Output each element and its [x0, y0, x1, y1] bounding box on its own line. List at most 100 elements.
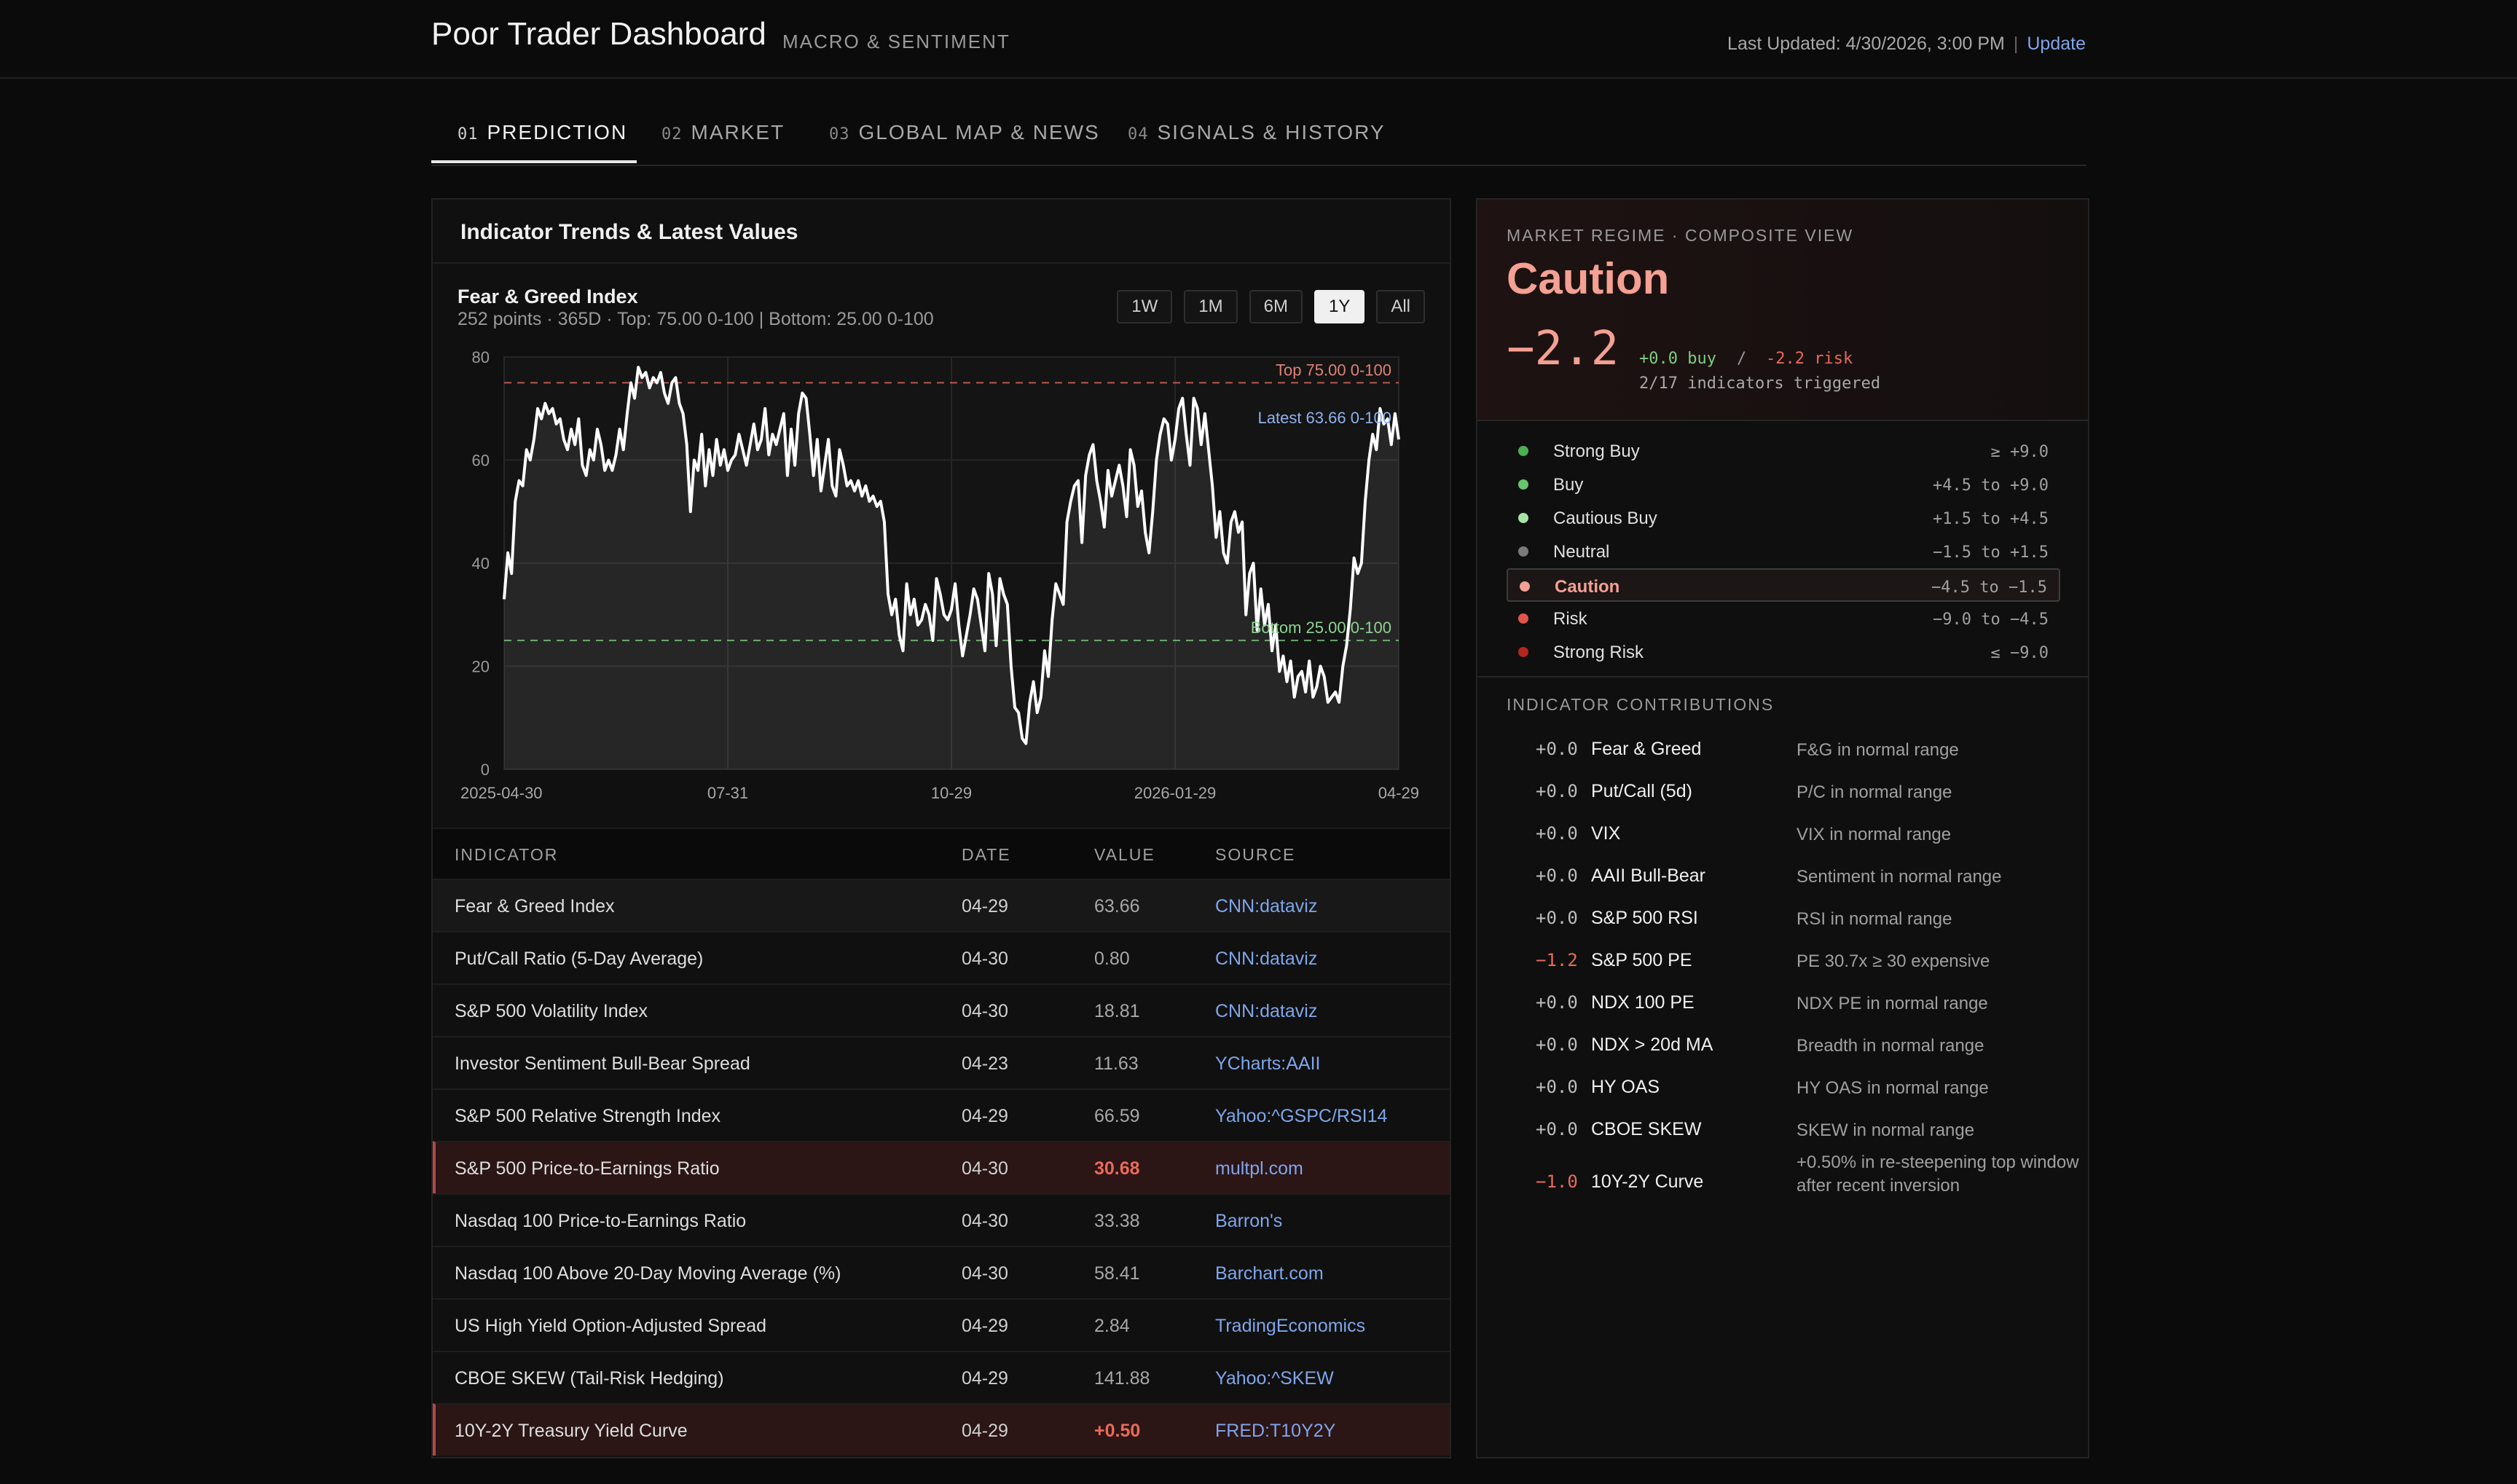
range-1y-button[interactable]: 1Y: [1314, 290, 1365, 323]
tab-prediction[interactable]: 01 PREDICTION: [458, 121, 627, 163]
contributions-list: +0.0 Fear & Greed F&G in normal range +0.0 P…: [1507, 729, 2079, 1206]
indicator-name: CBOE SKEW (Tail-Risk Hedging): [455, 1368, 724, 1389]
col-source: SOURCE: [1215, 845, 1296, 864]
contribution-score: +0.0: [1536, 1077, 1578, 1097]
regime-scale-name: Neutral: [1553, 542, 1610, 562]
indicator-name: Nasdaq 100 Price-to-Earnings Ratio: [455, 1211, 747, 1231]
contribution-desc: VIX in normal range: [1797, 825, 1952, 844]
col-indicator: INDICATOR: [455, 845, 559, 864]
tab-number: 04: [1128, 125, 1149, 144]
regime-scale-row: Neutral −1.5 to +1.5: [1507, 535, 2060, 568]
fear-greed-chart: 0 20 40 60 80 2025-04-30 07-31 10-29 2026-01-29 0…: [460, 348, 1419, 802]
indicator-source-link[interactable]: Barchart.com: [1215, 1263, 1324, 1284]
regime-scale-range: ≤ −9.0: [1990, 644, 2049, 662]
tab-global-map-news[interactable]: 03 GLOBAL MAP & NEWS: [829, 121, 1100, 163]
app-title: Poor Trader Dashboard: [431, 16, 766, 52]
regime-summary: MARKET REGIME · COMPOSITE VIEW Caution −…: [1477, 200, 2088, 421]
contribution-row: +0.0 HY OAS HY OAS in normal range: [1507, 1067, 2075, 1109]
indicator-name: Fear & Greed Index: [455, 896, 615, 916]
indicator-value: 63.66: [1094, 896, 1140, 916]
regime-scale-name: Caution: [1555, 577, 1620, 597]
table-row: S&P 500 Relative Strength Index 04-29 66.5…: [433, 1088, 1450, 1141]
indicator-value: 33.38: [1094, 1211, 1140, 1231]
indicator-name: US High Yield Option-Adjusted Spread: [455, 1316, 767, 1336]
bottom-threshold-label: Bottom 25.00 0-100: [1251, 619, 1391, 637]
indicator-source-link[interactable]: FRED:T10Y2Y: [1215, 1421, 1336, 1441]
indicator-date: 04-29: [962, 1316, 1008, 1336]
indicator-date: 04-29: [962, 1106, 1008, 1126]
tab-market[interactable]: 02 MARKET: [661, 121, 785, 163]
tab-signals-history[interactable]: 04 SIGNALS & HISTORY: [1128, 121, 1386, 163]
indicator-value: 11.63: [1094, 1053, 1139, 1074]
contribution-name: NDX 100 PE: [1591, 992, 1695, 1013]
contribution-desc: +0.50% in re-steepening top window after…: [1797, 1153, 2079, 1196]
contribution-desc: PE 30.7x ≥ 30 expensive: [1797, 951, 1990, 971]
indicator-source-link[interactable]: YCharts:AAII: [1215, 1053, 1321, 1074]
indicator-source-link[interactable]: Barron's: [1215, 1211, 1283, 1231]
regime-scale-name: Strong Buy: [1553, 441, 1640, 461]
indicator-source-link[interactable]: multpl.com: [1215, 1158, 1303, 1179]
series-area: [504, 367, 1399, 770]
indicators-triggered: 2/17 indicators triggered: [1639, 374, 1881, 393]
latest-value-label: Latest 63.66 0-100: [1258, 409, 1391, 427]
regime-scale-row: Caution −4.5 to −1.5: [1507, 568, 2060, 602]
regime-dot-icon: [1520, 581, 1530, 592]
tab-label: SIGNALS & HISTORY: [1157, 121, 1386, 144]
update-link[interactable]: Update: [2027, 34, 2086, 54]
tab-label: GLOBAL MAP & NEWS: [858, 121, 1100, 144]
contribution-score: +0.0: [1536, 908, 1578, 928]
contribution-row: −1.2 S&P 500 PE PE 30.7x ≥ 30 expensive: [1507, 940, 2075, 982]
range-6m-button[interactable]: 6M: [1249, 290, 1303, 323]
indicator-name: Put/Call Ratio (5-Day Average): [455, 949, 704, 969]
table-row: Nasdaq 100 Price-to-Earnings Ratio 04-30 3…: [433, 1193, 1450, 1246]
indicator-date: 04-30: [962, 949, 1008, 969]
last-updated-text: Last Updated: 4/30/2026, 3:00 PM: [1727, 34, 2005, 54]
x-tick-label: 2025-04-30: [460, 784, 543, 802]
regime-score: −2.2: [1507, 322, 1619, 376]
y-tick-label: 80: [472, 348, 490, 366]
indicator-date: 04-30: [962, 1211, 1008, 1231]
contributions-title: INDICATOR CONTRIBUTIONS: [1507, 695, 1775, 714]
panel-title: Indicator Trends & Latest Values: [460, 220, 798, 244]
indicator-value: 58.41: [1094, 1263, 1140, 1284]
y-tick-label: 20: [472, 658, 490, 676]
indicator-date: 04-30: [962, 1158, 1008, 1179]
fear-greed-series-line: [503, 366, 1400, 745]
contribution-score: +0.0: [1536, 1119, 1578, 1139]
range-all-button[interactable]: All: [1376, 290, 1425, 323]
indicator-date: 04-30: [962, 1001, 1008, 1021]
app-header: Poor Trader Dashboard MACRO & SENTIMENT …: [0, 0, 2517, 79]
indicator-name: S&P 500 Price-to-Earnings Ratio: [455, 1158, 720, 1179]
divider: [433, 262, 1450, 264]
indicator-source-link[interactable]: CNN:dataviz: [1215, 949, 1318, 969]
tab-number: 02: [661, 125, 683, 144]
contribution-score: −1.2: [1536, 950, 1578, 970]
range-1w-button[interactable]: 1W: [1117, 290, 1173, 323]
tab-label: PREDICTION: [487, 121, 628, 144]
range-1m-button[interactable]: 1M: [1184, 290, 1238, 323]
indicator-source-link[interactable]: CNN:dataviz: [1215, 1001, 1318, 1021]
contribution-name: Fear & Greed: [1591, 739, 1702, 759]
last-updated: Last Updated: 4/30/2026, 3:00 PM | Update: [1727, 34, 2086, 55]
top-threshold-label: Top 75.00 0-100: [1276, 361, 1391, 379]
regime-scale-range: −1.5 to +1.5: [1933, 543, 2049, 562]
regime-scale-row: Cautious Buy +1.5 to +4.5: [1507, 501, 2060, 535]
contribution-name: S&P 500 RSI: [1591, 908, 1698, 928]
indicator-source-link[interactable]: TradingEconomics: [1215, 1316, 1366, 1336]
indicator-source-link[interactable]: Yahoo:^GSPC/RSI14: [1215, 1106, 1388, 1126]
contribution-name: CBOE SKEW: [1591, 1119, 1702, 1139]
contribution-row: −1.0 10Y-2Y Curve +0.50% in re-steepening …: [1507, 1151, 2079, 1206]
regime-scale-name: Cautious Buy: [1553, 509, 1657, 528]
regime-scale-name: Buy: [1553, 475, 1584, 495]
regime-scale-range: +4.5 to +9.0: [1933, 476, 2049, 495]
indicator-source-link[interactable]: CNN:dataviz: [1215, 896, 1318, 916]
divider: [1477, 676, 2088, 678]
range-selector: 1W 1M 6M 1Y All: [1117, 290, 1425, 323]
contribution-desc: HY OAS in normal range: [1797, 1078, 1989, 1098]
indicator-value: 66.59: [1094, 1106, 1140, 1126]
contribution-score: +0.0: [1536, 781, 1578, 801]
y-tick-label: 40: [472, 554, 490, 573]
indicator-source-link[interactable]: Yahoo:^SKEW: [1215, 1368, 1334, 1389]
indicator-name: Investor Sentiment Bull-Bear Spread: [455, 1053, 750, 1074]
contribution-score: +0.0: [1536, 865, 1578, 886]
